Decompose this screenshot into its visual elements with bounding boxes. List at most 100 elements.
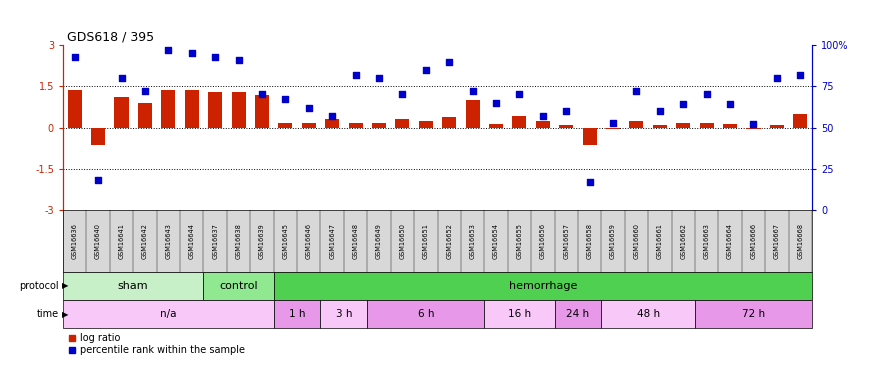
Text: 1 h: 1 h [289,309,305,319]
Text: GSM16637: GSM16637 [212,223,218,259]
Text: GSM16648: GSM16648 [353,223,359,259]
Point [185,50,199,56]
Text: GSM16660: GSM16660 [634,223,640,259]
Bar [91,128,105,146]
Point [255,92,269,98]
Point [326,113,340,119]
Point [466,88,480,94]
Text: ▶: ▶ [62,281,68,290]
Bar [138,103,152,128]
Point [489,100,503,106]
Text: hemorrhage: hemorrhage [508,281,577,291]
Bar [326,119,340,128]
Point [653,108,667,114]
Text: GSM16654: GSM16654 [493,223,499,259]
Text: GDS618 / 395: GDS618 / 395 [67,30,155,43]
Point [513,92,527,98]
Text: GSM16638: GSM16638 [235,223,242,259]
Point [348,72,362,78]
Point [746,121,760,127]
Text: 72 h: 72 h [742,309,765,319]
Point [419,67,433,73]
Bar [255,94,269,128]
Bar [348,123,362,128]
Bar [419,122,433,128]
Bar [185,90,199,128]
Text: GSM16639: GSM16639 [259,223,265,259]
Bar [232,92,246,128]
Bar [466,100,480,128]
Bar [274,300,320,328]
Text: n/a: n/a [160,309,177,319]
Point [723,101,737,107]
Bar [208,92,222,128]
Bar [368,300,485,328]
Text: 24 h: 24 h [566,309,590,319]
Point [161,47,175,53]
Bar [606,128,620,129]
Bar [63,300,274,328]
Bar [442,117,456,128]
Bar [278,123,292,128]
Bar [770,125,784,128]
Point [208,54,222,60]
Text: GSM16644: GSM16644 [189,223,195,259]
Text: GSM16667: GSM16667 [774,223,780,259]
Point [442,58,456,64]
Text: 16 h: 16 h [507,309,531,319]
Text: sham: sham [118,281,149,291]
Bar [67,90,81,128]
Bar [396,119,410,128]
Text: GSM16645: GSM16645 [283,223,289,259]
Point [700,92,714,98]
Text: GSM16655: GSM16655 [516,223,522,259]
Text: GSM16640: GSM16640 [95,223,102,259]
Bar [695,300,812,328]
Point [676,101,690,107]
Point [302,105,316,111]
Bar [629,122,643,128]
Text: GSM16664: GSM16664 [727,223,733,259]
Bar [746,128,760,129]
Point [559,108,573,114]
Bar [794,114,808,128]
Text: GSM16666: GSM16666 [751,223,757,259]
Bar [302,123,316,128]
Point [770,75,784,81]
Text: GSM16649: GSM16649 [376,223,382,259]
Bar [115,97,129,128]
Point [606,120,620,126]
Bar [723,124,737,128]
Text: GSM16656: GSM16656 [540,223,546,259]
Text: GSM16641: GSM16641 [118,223,124,259]
Bar [700,123,714,128]
Point [536,113,550,119]
Text: ▶: ▶ [62,310,68,319]
Bar [274,272,812,300]
Text: GSM16642: GSM16642 [142,223,148,259]
Text: protocol: protocol [19,281,59,291]
Text: GSM16659: GSM16659 [610,223,616,259]
Text: GSM16668: GSM16668 [797,223,803,259]
Text: 3 h: 3 h [336,309,352,319]
Text: control: control [220,281,258,291]
Point [67,54,81,60]
Text: GSM16663: GSM16663 [704,223,710,259]
Bar [583,128,597,146]
Text: 6 h: 6 h [417,309,434,319]
Bar [372,123,386,128]
Bar [63,272,203,300]
Bar [536,121,550,128]
Point [372,75,386,81]
Text: GSM16661: GSM16661 [657,223,663,259]
Text: GSM16636: GSM16636 [72,223,78,259]
Text: GSM16646: GSM16646 [305,223,312,259]
Bar [489,124,503,128]
Text: GSM16652: GSM16652 [446,223,452,259]
Text: GSM16651: GSM16651 [423,223,429,259]
Point [794,72,808,78]
Text: GSM16647: GSM16647 [329,223,335,259]
Text: GSM16650: GSM16650 [399,223,405,259]
Point [115,75,129,81]
Bar [653,125,667,128]
